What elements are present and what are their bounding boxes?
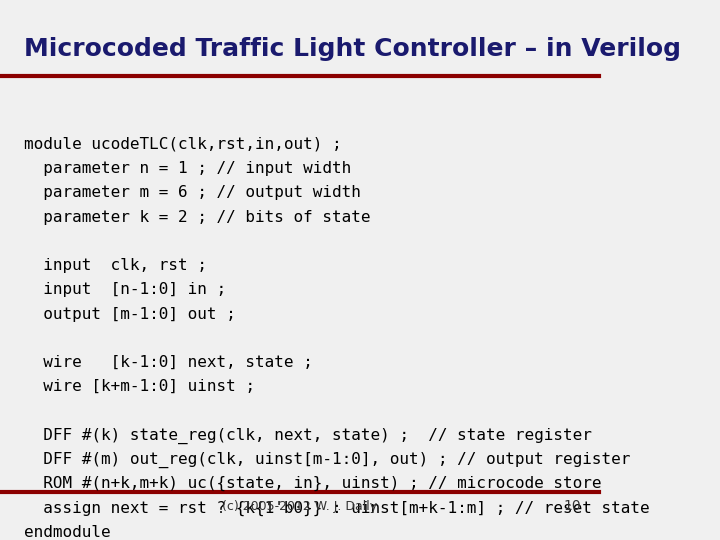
Text: parameter m = 6 ; // output width: parameter m = 6 ; // output width (24, 185, 361, 200)
Text: wire   [k-1:0] next, state ;: wire [k-1:0] next, state ; (24, 355, 312, 370)
Text: DFF #(k) state_reg(clk, next, state) ;  // state register: DFF #(k) state_reg(clk, next, state) ; /… (24, 428, 592, 444)
Text: parameter k = 2 ; // bits of state: parameter k = 2 ; // bits of state (24, 210, 371, 225)
Text: parameter n = 1 ; // input width: parameter n = 1 ; // input width (24, 161, 351, 176)
Text: input  clk, rst ;: input clk, rst ; (24, 258, 207, 273)
Text: wire [k+m-1:0] uinst ;: wire [k+m-1:0] uinst ; (24, 379, 255, 394)
Text: endmodule: endmodule (24, 524, 111, 539)
Text: 10: 10 (563, 500, 581, 514)
Text: input  [n-1:0] in ;: input [n-1:0] in ; (24, 282, 226, 298)
Text: DFF #(m) out_reg(clk, uinst[m-1:0], out) ; // output register: DFF #(m) out_reg(clk, uinst[m-1:0], out)… (24, 452, 630, 468)
Text: (c) 2005-2012 W. J. Dally: (c) 2005-2012 W. J. Dally (222, 501, 377, 514)
Text: output [m-1:0] out ;: output [m-1:0] out ; (24, 307, 235, 321)
Text: Microcoded Traffic Light Controller – in Verilog: Microcoded Traffic Light Controller – in… (24, 37, 681, 61)
Text: assign next = rst ? {k{1'b0}} : uinst[m+k-1:m] ; // reset state: assign next = rst ? {k{1'b0}} : uinst[m+… (24, 501, 649, 516)
Text: ROM #(n+k,m+k) uc({state, in}, uinst) ; // microcode store: ROM #(n+k,m+k) uc({state, in}, uinst) ; … (24, 476, 601, 491)
Text: module ucodeTLC(clk,rst,in,out) ;: module ucodeTLC(clk,rst,in,out) ; (24, 137, 341, 152)
